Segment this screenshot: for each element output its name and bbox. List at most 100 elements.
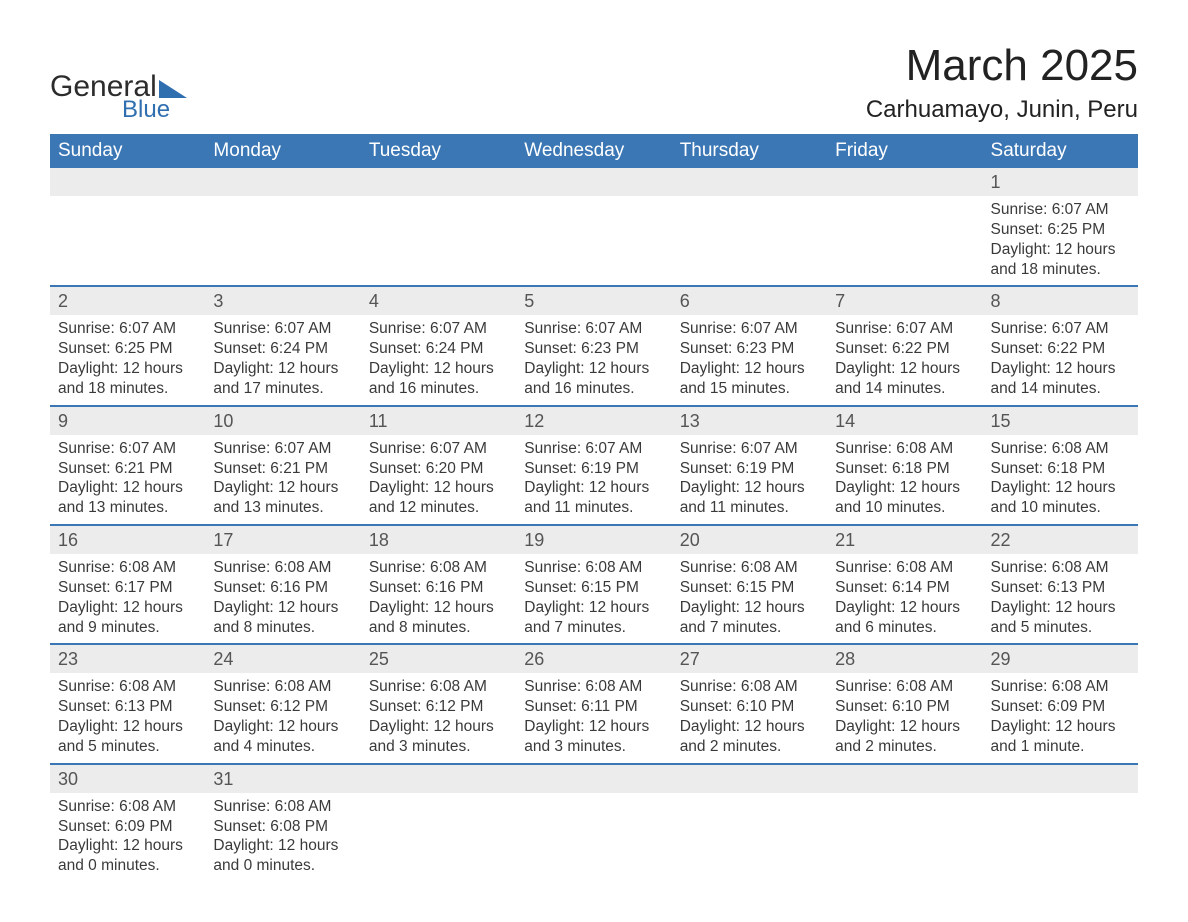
daylight1-label: Daylight: 12 hours <box>524 717 663 737</box>
calendar-cell: Sunrise: 6:07 AMSunset: 6:24 PMDaylight:… <box>205 315 360 405</box>
day-number <box>516 765 671 770</box>
sunrise-label: Sunrise: 6:08 AM <box>369 558 508 578</box>
calendar-cell <box>827 793 982 882</box>
daylight1-label: Daylight: 12 hours <box>524 598 663 618</box>
sunrise-label: Sunrise: 6:07 AM <box>213 319 352 339</box>
sunset-label: Sunset: 6:17 PM <box>58 578 197 598</box>
calendar-cell-daynum: 28 <box>827 644 982 673</box>
sunset-label: Sunset: 6:15 PM <box>680 578 819 598</box>
calendar-cell-daynum: 11 <box>361 406 516 435</box>
sunset-label: Sunset: 6:09 PM <box>991 697 1130 717</box>
calendar-cell: Sunrise: 6:07 AMSunset: 6:23 PMDaylight:… <box>672 315 827 405</box>
calendar-cell: Sunrise: 6:08 AMSunset: 6:16 PMDaylight:… <box>205 554 360 644</box>
calendar-cell-body <box>361 793 516 823</box>
calendar-cell-daynum: 24 <box>205 644 360 673</box>
calendar-cell: Sunrise: 6:07 AMSunset: 6:22 PMDaylight:… <box>983 315 1138 405</box>
sunrise-label: Sunrise: 6:08 AM <box>835 677 974 697</box>
daylight1-label: Daylight: 12 hours <box>369 359 508 379</box>
daylight2-label: and 10 minutes. <box>835 498 974 518</box>
day-number <box>205 168 360 173</box>
calendar-cell-daynum: 2 <box>50 286 205 315</box>
daynum-row: 16171819202122 <box>50 525 1138 554</box>
sunrise-label: Sunrise: 6:08 AM <box>369 677 508 697</box>
daylight2-label: and 6 minutes. <box>835 618 974 638</box>
calendar-cell-body: Sunrise: 6:08 AMSunset: 6:09 PMDaylight:… <box>50 793 205 882</box>
sunset-label: Sunset: 6:20 PM <box>369 459 508 479</box>
day-number: 21 <box>827 526 982 554</box>
day-number: 9 <box>50 407 205 435</box>
sunset-label: Sunset: 6:24 PM <box>369 339 508 359</box>
calendar-cell-daynum <box>672 764 827 793</box>
day-number <box>827 765 982 770</box>
day-number: 12 <box>516 407 671 435</box>
calendar-cell-daynum: 19 <box>516 525 671 554</box>
calendar-content-row: Sunrise: 6:07 AMSunset: 6:25 PMDaylight:… <box>50 196 1138 286</box>
sunset-label: Sunset: 6:16 PM <box>369 578 508 598</box>
daylight1-label: Daylight: 12 hours <box>58 478 197 498</box>
calendar-cell-body <box>361 196 516 226</box>
calendar-cell <box>205 196 360 286</box>
calendar-cell-body: Sunrise: 6:08 AMSunset: 6:16 PMDaylight:… <box>205 554 360 643</box>
daylight2-label: and 17 minutes. <box>213 379 352 399</box>
calendar-cell: Sunrise: 6:08 AMSunset: 6:16 PMDaylight:… <box>361 554 516 644</box>
daylight1-label: Daylight: 12 hours <box>213 598 352 618</box>
sunrise-label: Sunrise: 6:07 AM <box>680 319 819 339</box>
month-title: March 2025 <box>866 42 1138 90</box>
weekday-header: Tuesday <box>361 134 516 168</box>
sunset-label: Sunset: 6:22 PM <box>991 339 1130 359</box>
calendar-cell-body <box>205 196 360 226</box>
daylight2-label: and 0 minutes. <box>58 856 197 876</box>
calendar-cell-body: Sunrise: 6:08 AMSunset: 6:16 PMDaylight:… <box>361 554 516 643</box>
calendar-cell-body: Sunrise: 6:07 AMSunset: 6:21 PMDaylight:… <box>205 435 360 524</box>
calendar-cell: Sunrise: 6:08 AMSunset: 6:09 PMDaylight:… <box>983 673 1138 763</box>
day-number: 29 <box>983 645 1138 673</box>
calendar-cell: Sunrise: 6:08 AMSunset: 6:18 PMDaylight:… <box>827 435 982 525</box>
daylight1-label: Daylight: 12 hours <box>58 598 197 618</box>
page-header: General Blue March 2025 Carhuamayo, Juni… <box>50 40 1138 124</box>
daylight1-label: Daylight: 12 hours <box>58 836 197 856</box>
day-number: 25 <box>361 645 516 673</box>
daynum-row: 1 <box>50 168 1138 196</box>
day-number: 15 <box>983 407 1138 435</box>
calendar-cell-daynum: 12 <box>516 406 671 435</box>
daynum-row: 23242526272829 <box>50 644 1138 673</box>
calendar-cell <box>50 196 205 286</box>
calendar-cell-daynum: 17 <box>205 525 360 554</box>
sunset-label: Sunset: 6:14 PM <box>835 578 974 598</box>
sunset-label: Sunset: 6:13 PM <box>58 697 197 717</box>
sunset-label: Sunset: 6:10 PM <box>835 697 974 717</box>
day-number: 2 <box>50 287 205 315</box>
sunrise-label: Sunrise: 6:07 AM <box>680 439 819 459</box>
calendar-cell-body: Sunrise: 6:07 AMSunset: 6:25 PMDaylight:… <box>983 196 1138 285</box>
sunrise-label: Sunrise: 6:08 AM <box>213 797 352 817</box>
calendar-cell-body: Sunrise: 6:08 AMSunset: 6:17 PMDaylight:… <box>50 554 205 643</box>
weekday-header: Monday <box>205 134 360 168</box>
sunrise-label: Sunrise: 6:08 AM <box>58 797 197 817</box>
calendar-cell-daynum: 9 <box>50 406 205 435</box>
calendar-cell: Sunrise: 6:07 AMSunset: 6:24 PMDaylight:… <box>361 315 516 405</box>
day-number: 10 <box>205 407 360 435</box>
daylight1-label: Daylight: 12 hours <box>991 598 1130 618</box>
sunset-label: Sunset: 6:12 PM <box>369 697 508 717</box>
daylight2-label: and 0 minutes. <box>213 856 352 876</box>
calendar-cell-body: Sunrise: 6:08 AMSunset: 6:13 PMDaylight:… <box>983 554 1138 643</box>
sunset-label: Sunset: 6:24 PM <box>213 339 352 359</box>
sunset-label: Sunset: 6:25 PM <box>58 339 197 359</box>
sunset-label: Sunset: 6:21 PM <box>213 459 352 479</box>
day-number <box>361 765 516 770</box>
daylight1-label: Daylight: 12 hours <box>369 478 508 498</box>
calendar-cell-daynum: 5 <box>516 286 671 315</box>
daylight2-label: and 4 minutes. <box>213 737 352 757</box>
calendar-cell-daynum: 15 <box>983 406 1138 435</box>
calendar-header-row: Sunday Monday Tuesday Wednesday Thursday… <box>50 134 1138 168</box>
calendar-cell-daynum: 29 <box>983 644 1138 673</box>
day-number <box>516 168 671 173</box>
calendar-cell: Sunrise: 6:08 AMSunset: 6:10 PMDaylight:… <box>672 673 827 763</box>
daylight2-label: and 16 minutes. <box>524 379 663 399</box>
sunrise-label: Sunrise: 6:07 AM <box>369 439 508 459</box>
calendar-cell: Sunrise: 6:08 AMSunset: 6:12 PMDaylight:… <box>361 673 516 763</box>
calendar-cell-daynum: 1 <box>983 168 1138 196</box>
calendar-cell-daynum: 16 <box>50 525 205 554</box>
daylight1-label: Daylight: 12 hours <box>835 717 974 737</box>
daynum-row: 2345678 <box>50 286 1138 315</box>
